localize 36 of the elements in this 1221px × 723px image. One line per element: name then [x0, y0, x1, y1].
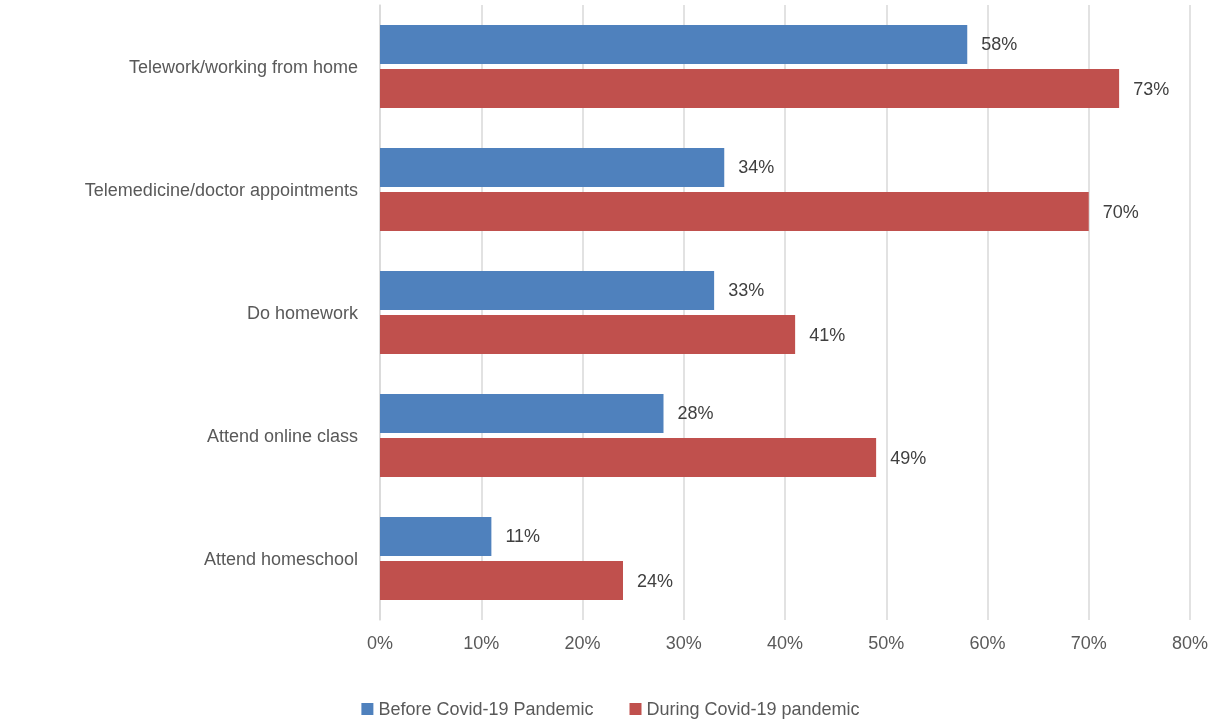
bar [380, 438, 877, 478]
y-tick-label: Telework/working from home [128, 56, 358, 77]
legend-label: During Covid-19 pandemic [646, 699, 860, 719]
y-tick-label: Do homework [246, 302, 359, 323]
x-tick-label: 40% [766, 633, 804, 653]
bar [380, 192, 1089, 232]
y-tick-label: Attend online class [206, 425, 358, 446]
bar [380, 69, 1120, 109]
data-label: 49% [890, 447, 927, 468]
bar [380, 147, 725, 187]
x-tick-label: 50% [868, 633, 905, 653]
x-tick-label: 70% [1070, 633, 1107, 653]
y-tick-label: Attend homeschool [203, 548, 358, 569]
data-label: 34% [738, 157, 775, 178]
x-tick-label: 30% [665, 633, 702, 653]
x-tick-label: 0% [366, 633, 394, 653]
data-label: 70% [1102, 201, 1139, 222]
bar [380, 393, 664, 433]
y-tick-label: Telemedicine/doctor appointments [84, 179, 358, 200]
legend-label: Before Covid-19 Pandemic [378, 699, 594, 719]
data-label: 24% [637, 570, 674, 591]
x-tick-label: 10% [463, 633, 500, 653]
data-label: 41% [809, 324, 846, 345]
data-label: 73% [1133, 78, 1170, 99]
bar [380, 516, 492, 556]
data-label: 33% [728, 280, 765, 301]
bar [380, 270, 715, 310]
x-tick-label: 80% [1171, 633, 1209, 653]
bar [380, 315, 796, 355]
x-tick-label: 20% [564, 633, 601, 653]
bar [380, 24, 968, 64]
data-label: 58% [981, 34, 1018, 55]
bar [380, 561, 623, 601]
x-tick-label: 60% [969, 633, 1006, 653]
data-label: 28% [677, 403, 714, 424]
data-label: 11% [505, 526, 541, 547]
